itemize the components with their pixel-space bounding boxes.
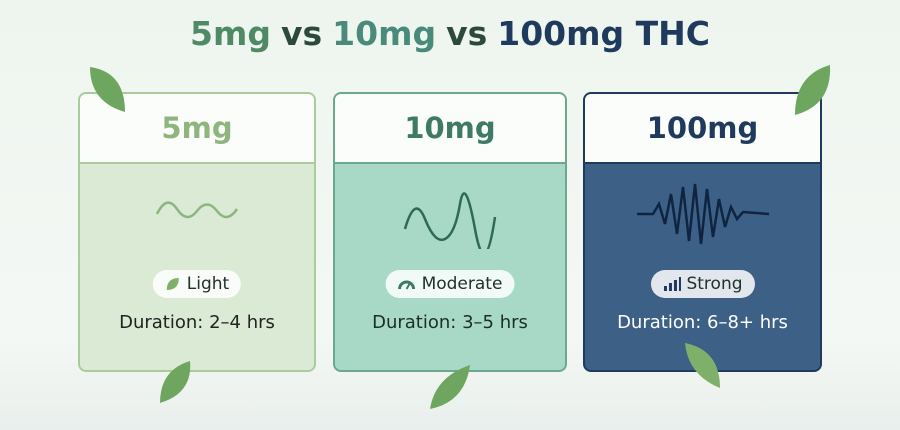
title-part: vs: [281, 14, 323, 53]
duration: Duration: 3–5 hrs: [372, 312, 528, 333]
leaf: [685, 343, 720, 388]
leaf-icon: [166, 278, 179, 290]
duration: Duration: 2–4 hrs: [119, 312, 275, 333]
card-label: 5mg: [80, 94, 314, 164]
gauge-icon: [398, 280, 416, 290]
title-part: 5mg: [190, 14, 271, 53]
leaf: [160, 361, 191, 403]
title-part: 100mg THC: [497, 14, 710, 53]
effect-pill: Light: [152, 270, 242, 298]
leaf: [430, 365, 470, 409]
card: 5mg Light Duration: 2–4 hrs: [78, 92, 316, 372]
wave: [403, 192, 497, 249]
title: 5mg vs 10mg vs 100mg THC: [0, 14, 900, 53]
wave: [155, 201, 239, 219]
card: 100mg Strong Duration: 6–8+ hrs: [583, 92, 822, 372]
card-label: 10mg: [335, 94, 565, 164]
wave: [636, 183, 769, 245]
title-part: vs: [446, 14, 488, 53]
card-label: 100mg: [585, 94, 820, 164]
leaf: [90, 67, 125, 112]
effect: Light: [186, 274, 230, 294]
effect: Strong: [686, 274, 743, 294]
effect: Moderate: [421, 274, 503, 294]
leaf: [795, 65, 831, 115]
bars-icon: [663, 277, 681, 291]
title-part: 10mg: [332, 14, 437, 53]
effect-pill: Strong: [650, 270, 755, 298]
card: 10mg Moderate Duration: 3–5 hrs: [333, 92, 567, 372]
effect-pill: Moderate: [385, 270, 515, 298]
duration: Duration: 6–8+ hrs: [617, 312, 788, 333]
